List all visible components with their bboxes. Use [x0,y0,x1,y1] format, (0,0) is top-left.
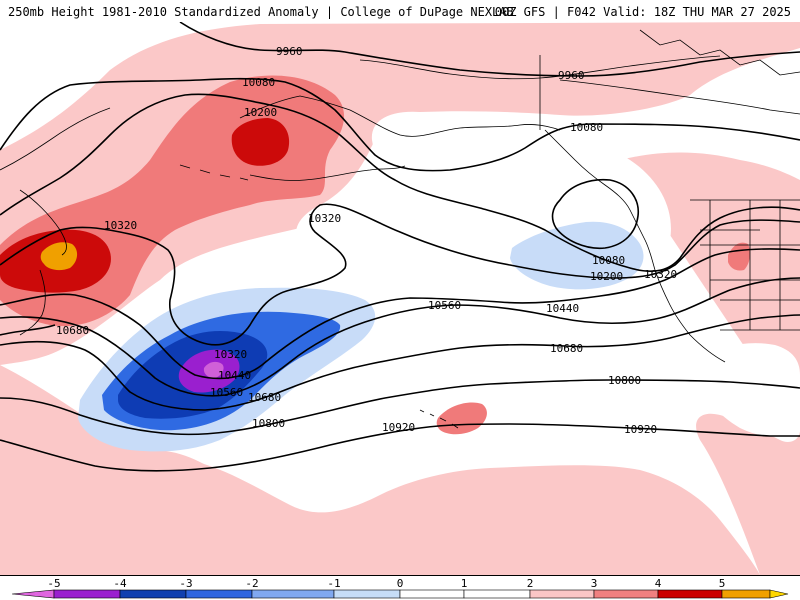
contour-label: 10680 [56,324,89,337]
contour-10080-low [551,178,639,250]
contour-label: 10200 [244,106,277,119]
contour-label: 10560 [210,386,243,399]
contour-10800 [0,379,800,436]
colorbar-tick: 3 [591,577,598,590]
contour-label: 10440 [218,369,251,382]
contour-label: 10680 [248,391,281,404]
colorbar-tick: 4 [655,577,662,590]
colorbar-swatch [769,589,789,599]
colorbar-swatch [529,589,595,599]
positive-anomaly-4sd [40,242,78,271]
contour-label: 10320 [308,212,341,225]
contour-10920 [0,423,800,472]
contour-label: 10320 [214,348,247,361]
contour-label: 10440 [546,302,579,315]
colorbar-tick: -3 [179,577,192,590]
contour-label: 10080 [592,254,625,267]
contour-label: 10920 [624,423,657,436]
height-contours [0,22,800,472]
neutral-anomaly-areas [296,118,800,437]
colorbar-tick: -1 [327,577,340,590]
contour-label: 10800 [608,374,641,387]
contour-10560 [0,277,800,397]
coastlines [0,29,800,429]
model-run-info: 00Z GFS | F042 Valid: 18Z THU MAR 27 202… [494,5,791,19]
colorbar-swatch [657,589,723,599]
contour-9960 [179,22,800,77]
colorbar-swatch [721,589,771,599]
colorbar-tick: -2 [245,577,258,590]
contour-label: 9960 [276,45,303,58]
anomaly-map: 9960 9960 10080 10080 10080 10200 10200 … [0,22,800,575]
contour-label: 10320 [104,219,137,232]
contour-label: 9960 [558,69,585,82]
colorbar-swatches [11,589,789,599]
contour-label: 10080 [570,121,603,134]
contour-label: 10680 [550,342,583,355]
colorbar-swatch [53,589,121,599]
colorbar-swatch [11,589,55,599]
colorbar-swatch [399,589,465,599]
contour-10680-west [0,324,56,336]
contour-10440 [0,248,800,380]
contour-10320 [0,203,800,346]
colorbar-tick: 2 [527,577,534,590]
contour-label: 10920 [382,421,415,434]
contour-10080-north [0,77,800,172]
contour-label: 10200 [590,270,623,283]
colorbar-tick: 5 [719,577,726,590]
contour-label: 10560 [428,299,461,312]
contour-labels: 9960 9960 10080 10080 10080 10200 10200 … [56,45,677,436]
anomaly-colorbar: -5 -4 -3 -2 -1 0 1 2 3 4 5 [0,575,800,599]
colorbar-swatch [463,589,531,599]
contour-10200 [0,93,800,272]
negative-anomaly-5sd [203,361,224,378]
colorbar-swatch [119,589,187,599]
colorbar-swatch [593,589,659,599]
contour-label: 10800 [252,417,285,430]
contour-label: 10080 [242,76,275,89]
colorbar-tick: -4 [113,577,127,590]
colorbar-swatch [251,589,335,599]
contour-label: 10320 [644,268,677,281]
colorbar-tick: 0 [397,577,404,590]
colorbar-swatch [333,589,401,599]
contour-10680 [0,314,800,411]
colorbar-swatch [185,589,253,599]
colorbar-tick-labels: -5 -4 -3 -2 -1 0 1 2 3 4 5 [47,577,725,590]
colorbar-tick: -5 [47,577,60,590]
colorbar-tick: 1 [461,577,468,590]
map-title: 250mb Height 1981-2010 Standardized Anom… [8,5,514,19]
